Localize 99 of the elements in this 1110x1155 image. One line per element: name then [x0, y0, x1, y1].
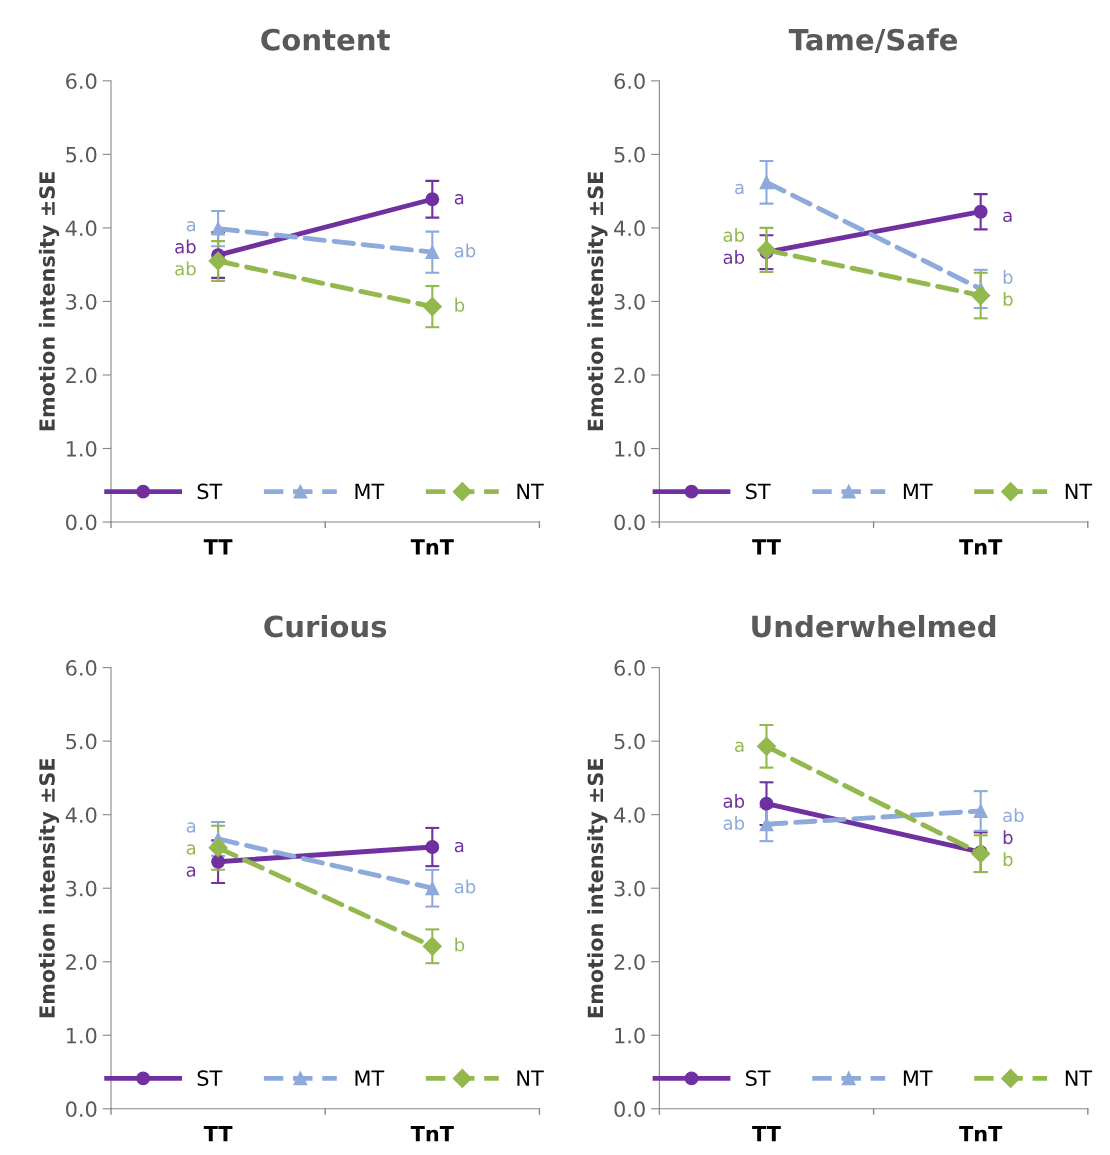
y-tick-label: 6.0 — [66, 73, 97, 90]
data-label: a — [454, 841, 464, 853]
chart-title: Curious — [264, 614, 387, 638]
data-label: a — [735, 183, 744, 195]
point — [425, 881, 440, 896]
point — [973, 204, 988, 219]
point — [211, 854, 226, 869]
data-label: ab — [723, 228, 745, 242]
x-tick-label: TnT — [410, 539, 454, 555]
y-tick-label: 1.0 — [66, 1027, 97, 1044]
legend-label: MT — [355, 1070, 385, 1086]
data-label: a — [186, 822, 196, 833]
point — [756, 736, 777, 756]
data-label: ab — [454, 879, 476, 894]
y-tick-label: 1.0 — [615, 440, 645, 457]
y-tick-label: 0.0 — [66, 1101, 97, 1118]
legend-label: MT — [903, 1070, 933, 1086]
point — [425, 192, 440, 207]
data-label: a — [454, 194, 464, 205]
y-tick-label: 4.0 — [65, 220, 97, 237]
chart-title: Tame/Safe — [788, 28, 958, 53]
point — [422, 936, 442, 956]
y-tick-label: 3.0 — [614, 880, 645, 897]
point — [208, 838, 228, 858]
data-label: ab — [175, 261, 196, 276]
y-tick-label: 3.0 — [66, 293, 97, 310]
y-tick-label: 3.0 — [66, 880, 97, 897]
y-tick-label: 4.0 — [614, 807, 645, 823]
data-label: b — [1003, 269, 1013, 284]
x-tick-label: TnT — [410, 1126, 454, 1142]
data-label: a — [186, 866, 196, 877]
y-tick-label: 5.0 — [614, 146, 645, 163]
point — [759, 817, 774, 832]
y-tick-label: 2.0 — [66, 954, 97, 970]
y-tick-label: 2.0 — [614, 954, 645, 970]
point — [756, 240, 777, 260]
point — [759, 175, 774, 190]
y-axis-title: Emotion intensity ±SE — [38, 172, 60, 431]
x-tick-label: TnT — [959, 1126, 1003, 1142]
point — [973, 804, 988, 818]
data-label: b — [1003, 852, 1013, 867]
legend-label: ST — [746, 1070, 771, 1087]
chart-title: Underwhelmed — [752, 614, 996, 638]
data-label: ab — [454, 243, 476, 258]
y-tick-label: 5.0 — [66, 146, 97, 163]
x-tick-label: TT — [752, 1126, 781, 1142]
point — [759, 796, 774, 811]
legend-label: ST — [197, 483, 223, 500]
chart-title: Content — [261, 28, 390, 51]
y-tick-label: 3.0 — [614, 293, 645, 310]
point — [971, 286, 991, 306]
y-tick-label: 6.0 — [614, 73, 645, 90]
x-tick-label: TT — [752, 539, 781, 555]
point — [425, 245, 440, 260]
y-tick-label: 2.0 — [66, 367, 97, 384]
y-tick-label: 5.0 — [66, 733, 97, 750]
legend-label: ST — [197, 1070, 223, 1087]
point — [208, 251, 228, 271]
data-label: a — [186, 844, 196, 855]
data-label: ab — [1003, 808, 1024, 823]
y-tick-label: 6.0 — [66, 660, 97, 676]
y-tick-label: 5.0 — [614, 733, 645, 750]
legend-label: MT — [355, 483, 385, 499]
y-tick-label: 0.0 — [614, 514, 645, 531]
data-label: b — [455, 937, 465, 952]
y-tick-label: 0.0 — [614, 1101, 645, 1118]
y-axis-title: Emotion intensity ±SE — [587, 758, 608, 1018]
y-tick-label: 1.0 — [66, 440, 97, 457]
y-tick-label: 2.0 — [614, 367, 645, 384]
point — [422, 297, 442, 317]
data-label: b — [1003, 830, 1013, 845]
legend-label: MT — [903, 483, 933, 499]
y-axis-title: Emotion intensity ±SE — [38, 758, 60, 1018]
y-tick-label: 6.0 — [614, 660, 645, 676]
legend-label: NT — [1065, 483, 1093, 499]
x-tick-label: TT — [203, 1126, 233, 1142]
x-tick-label: TT — [203, 539, 233, 555]
data-label: a — [186, 221, 196, 232]
data-label: ab — [723, 250, 745, 265]
x-tick-label: TnT — [959, 539, 1003, 555]
point — [425, 840, 440, 854]
data-label: a — [735, 741, 744, 753]
legend-label: NT — [517, 483, 544, 499]
data-label: b — [455, 297, 465, 312]
y-tick-label: 0.0 — [66, 514, 97, 531]
y-tick-label: 1.0 — [615, 1027, 645, 1044]
y-tick-label: 4.0 — [614, 220, 645, 237]
legend-label: NT — [1065, 1070, 1093, 1086]
data-label: ab — [723, 815, 745, 830]
legend-label: NT — [517, 1070, 544, 1086]
data-label: ab — [723, 793, 745, 808]
point — [211, 221, 226, 236]
data-label: a — [1003, 211, 1012, 223]
data-label: b — [1003, 291, 1013, 306]
y-axis-title: Emotion intensity ±SE — [587, 172, 608, 431]
point — [971, 844, 991, 864]
data-label: ab — [175, 239, 196, 254]
y-tick-label: 4.0 — [65, 807, 97, 823]
legend-label: ST — [746, 483, 771, 500]
